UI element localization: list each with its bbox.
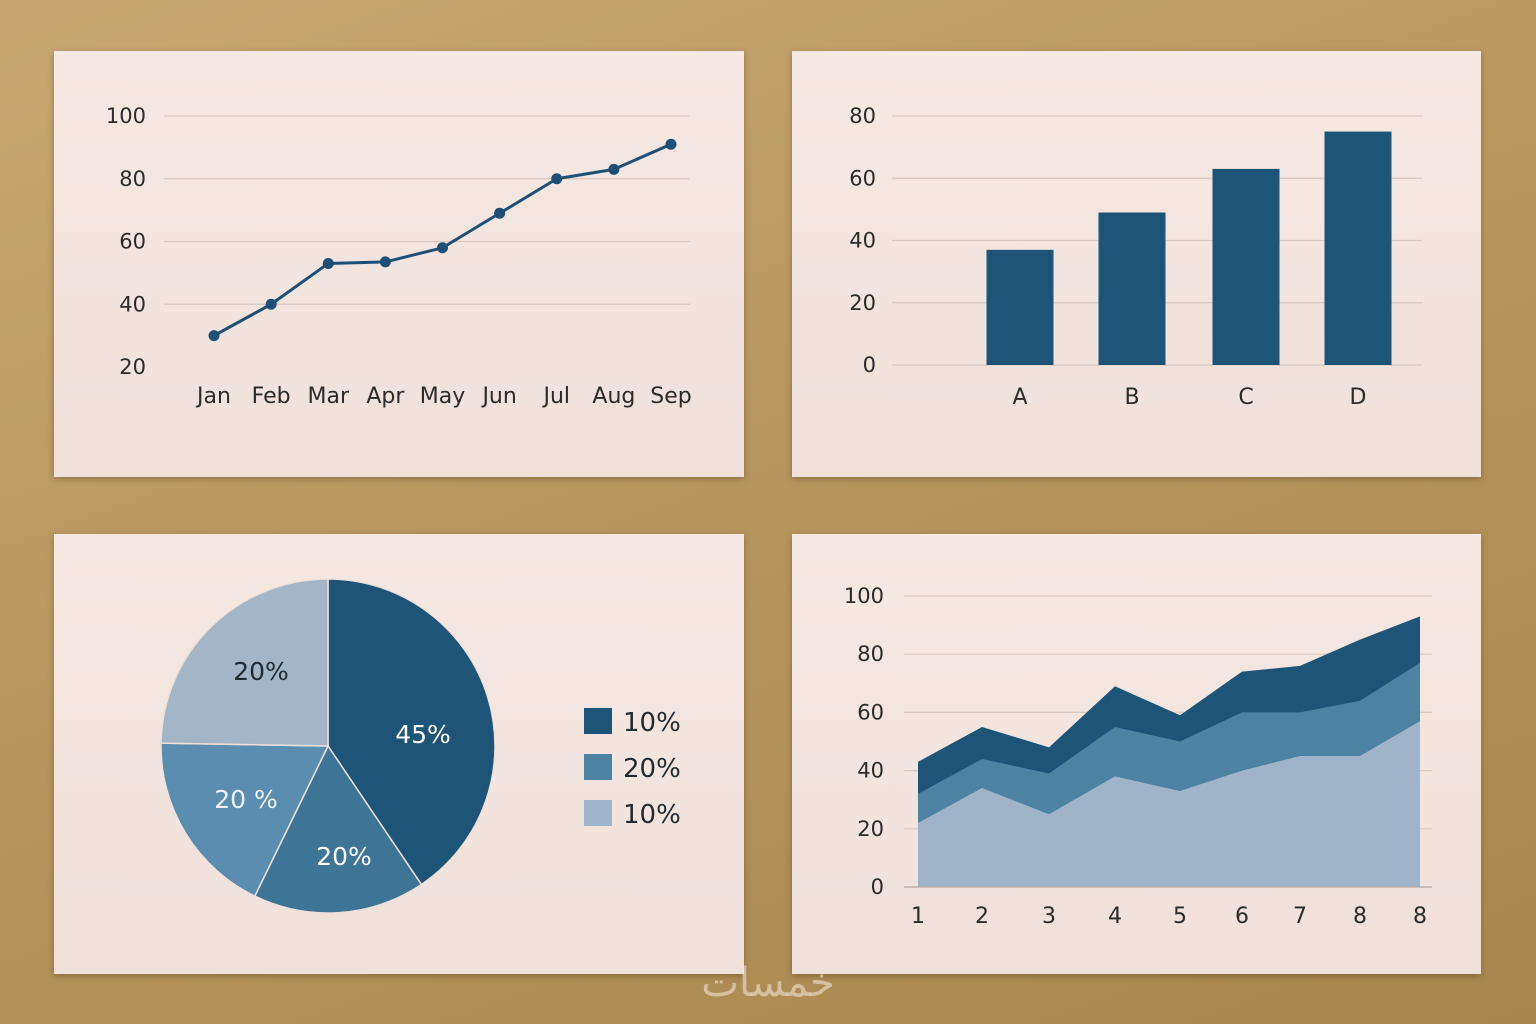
slice-label: 20% [316,842,372,871]
line-chart: 20 40 60 80 100 Jan Feb Mar Apr May Jun Jul Aug Sep [106,104,692,409]
y-tick-label: 80 [119,167,146,191]
x-tick-label: A [1012,385,1027,410]
x-tick-label: Aug [592,384,635,409]
y-tick-label: 80 [857,642,884,666]
legend-swatch [584,708,612,734]
pie-slice [160,742,330,898]
series-line [213,142,672,337]
x-tick-label: C [1238,385,1253,410]
line-chart-card: 20 40 60 80 100 Jan Feb Mar Apr May Jun Jul Aug Sep [54,51,744,477]
watermark-text: خمسات [701,960,835,1006]
y-tick-label: 60 [849,166,876,190]
slice-label: 20% [233,657,289,686]
bar-chart-card: 0 20 40 60 80 A B C D [792,51,1481,477]
slice-label: 20 % [214,785,278,814]
data-point [494,207,506,219]
y-tick-label: 40 [119,292,146,316]
x-tick-label: 3 [1042,904,1056,929]
bar [1212,168,1280,365]
data-point [379,256,391,268]
data-point [208,330,220,342]
y-tick-label: 20 [849,291,876,315]
x-tick-label: Sep [650,384,691,409]
y-tick-label: 100 [106,104,146,128]
y-tick-label: 0 [871,875,884,899]
area-series [918,721,1420,887]
x-tick-label: 5 [1173,904,1187,929]
y-tick-label: 40 [849,229,876,253]
data-point [665,138,677,150]
bar-chart: 0 20 40 60 80 A B C D [849,104,1422,410]
x-tick-label: D [1350,385,1367,410]
legend-label: 20% [623,754,681,784]
y-tick-label: 40 [857,759,884,783]
pie-slice [253,744,423,914]
slice-label: 45% [395,720,451,749]
x-tick-label: 4 [1108,904,1122,929]
x-tick-label: 8 [1353,904,1367,929]
y-tick-label: 60 [119,230,146,254]
pie-slice [327,578,496,886]
area-chart: 0 20 40 60 80 100 1 2 3 4 5 6 7 8 8 [844,584,1432,929]
data-point [437,242,448,254]
x-tick-label: Feb [252,384,291,409]
x-tick-label: Jul [541,384,570,409]
y-tick-label: 80 [849,104,876,128]
x-tick-label: 1 [911,904,925,929]
x-tick-label: Jun [480,384,516,409]
y-tick-label: 20 [857,817,884,841]
legend-label: 10% [623,708,681,738]
y-tick-label: 0 [863,353,876,377]
y-tick-label: 60 [857,700,884,724]
x-tick-label: Apr [366,384,405,409]
legend-label: 10% [623,800,681,830]
bar [1098,212,1166,365]
pie-slice [160,578,329,747]
x-tick-label: May [420,384,465,409]
legend-swatch [584,800,612,826]
data-point [551,173,563,185]
x-tick-label: 8 [1413,904,1427,929]
pie-chart: 45% 20% 20 % 20% 10% 20% 10% [160,578,681,914]
x-tick-label: Mar [307,384,349,409]
legend-swatch [584,754,612,780]
x-tick-label: 6 [1235,904,1249,929]
y-tick-label: 100 [844,584,884,608]
data-point [322,257,334,269]
bar [986,249,1054,365]
x-tick-label: B [1124,385,1139,410]
bar [1324,131,1392,365]
x-tick-label: Jan [195,384,231,409]
x-tick-label: 7 [1293,904,1307,929]
x-tick-label: 2 [975,904,989,929]
area-chart-card: 0 20 40 60 80 100 1 2 3 4 5 6 7 8 8 [792,534,1481,974]
y-tick-label: 20 [119,355,146,379]
data-point [265,298,277,310]
pie-chart-card: 45% 20% 20 % 20% 10% 20% 10% [54,534,744,974]
data-point [608,163,620,175]
